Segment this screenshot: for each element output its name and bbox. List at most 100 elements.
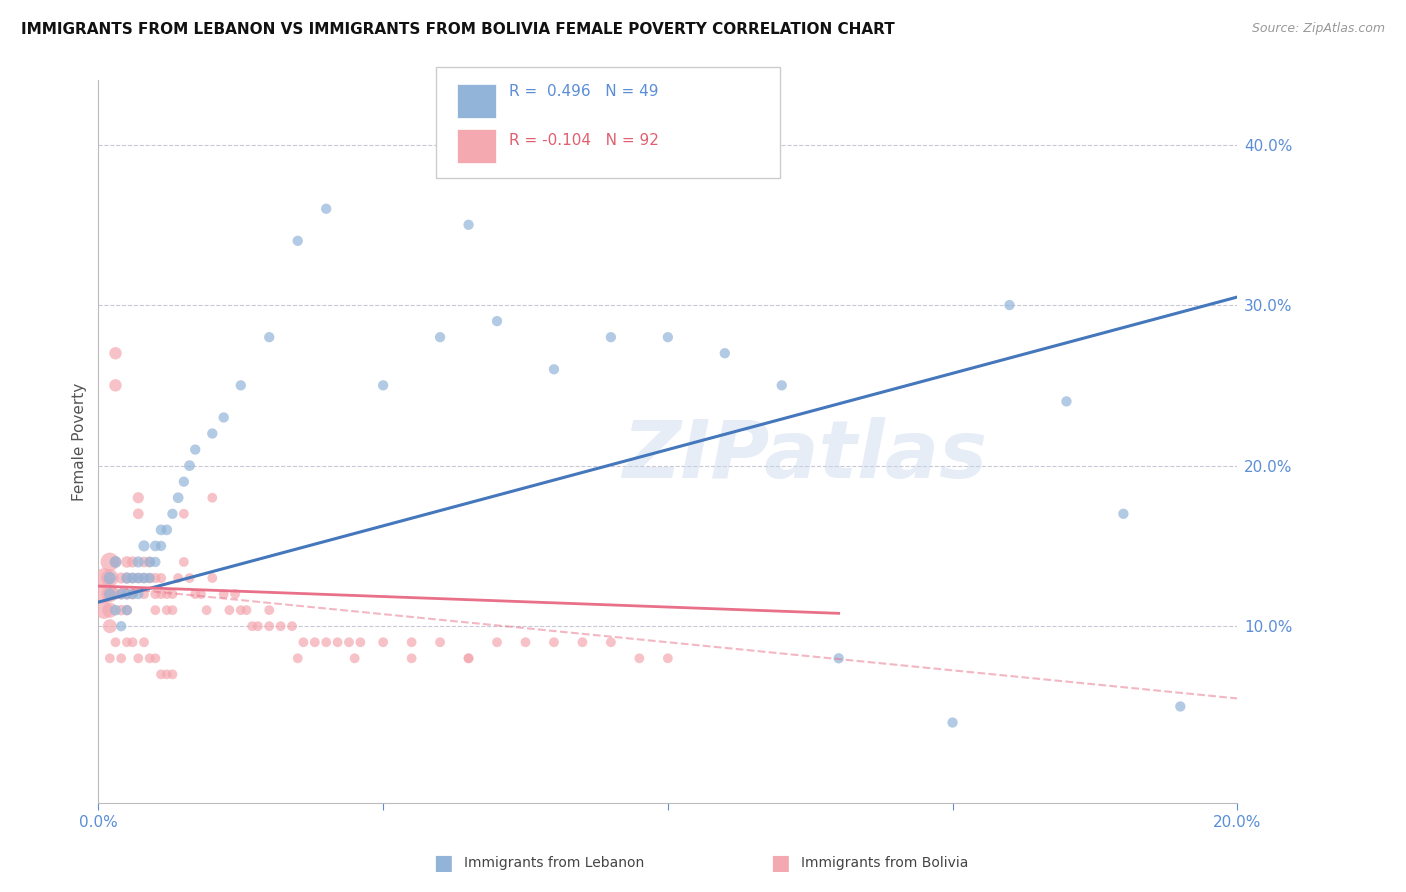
Point — [259, 603, 281, 617]
Point — [515, 635, 537, 649]
Point — [457, 651, 479, 665]
Point — [184, 587, 207, 601]
Point — [110, 587, 132, 601]
Point — [121, 587, 143, 601]
Point — [998, 298, 1021, 312]
Point — [714, 346, 737, 360]
Point — [571, 635, 593, 649]
Point — [212, 587, 235, 601]
Point — [246, 619, 269, 633]
Point — [98, 571, 121, 585]
Point — [190, 587, 212, 601]
Point — [145, 539, 167, 553]
Point — [281, 619, 304, 633]
Point — [145, 571, 167, 585]
Point — [326, 635, 349, 649]
Point — [486, 314, 509, 328]
Point — [201, 426, 224, 441]
Point — [429, 635, 451, 649]
Point — [315, 202, 337, 216]
Point — [657, 330, 679, 344]
Point — [115, 603, 138, 617]
Point — [229, 378, 252, 392]
Point — [179, 571, 201, 585]
Point — [93, 571, 115, 585]
Point — [121, 587, 143, 601]
Point — [657, 651, 679, 665]
Point — [98, 587, 121, 601]
Point — [110, 587, 132, 601]
Point — [401, 651, 423, 665]
Point — [138, 571, 160, 585]
Point — [145, 651, 167, 665]
Point — [138, 555, 160, 569]
Point — [156, 523, 179, 537]
Point — [145, 555, 167, 569]
Point — [127, 587, 149, 601]
Point — [104, 346, 127, 360]
Point — [115, 555, 138, 569]
Point — [104, 635, 127, 649]
Point — [1056, 394, 1078, 409]
Point — [201, 491, 224, 505]
Point — [600, 330, 623, 344]
Point — [167, 491, 190, 505]
Point — [162, 587, 184, 601]
Point — [457, 651, 479, 665]
Point — [138, 651, 160, 665]
Point — [115, 603, 138, 617]
Text: Immigrants from Lebanon: Immigrants from Lebanon — [464, 856, 644, 871]
Point — [162, 603, 184, 617]
Point — [212, 410, 235, 425]
Point — [98, 603, 121, 617]
Point — [184, 442, 207, 457]
Point — [195, 603, 218, 617]
Point — [156, 603, 179, 617]
Point — [150, 667, 173, 681]
Point — [401, 635, 423, 649]
Point — [201, 571, 224, 585]
Point — [942, 715, 965, 730]
Point — [104, 378, 127, 392]
Point — [127, 491, 149, 505]
Point — [110, 603, 132, 617]
Text: R =  0.496   N = 49: R = 0.496 N = 49 — [509, 85, 658, 99]
Point — [229, 603, 252, 617]
Point — [218, 603, 240, 617]
Point — [121, 555, 143, 569]
Point — [127, 651, 149, 665]
Point — [373, 635, 395, 649]
Point — [104, 587, 127, 601]
Point — [121, 571, 143, 585]
Point — [93, 587, 115, 601]
Point — [127, 571, 149, 585]
Point — [93, 603, 115, 617]
Point — [98, 619, 121, 633]
Point — [138, 555, 160, 569]
Point — [115, 587, 138, 601]
Point — [828, 651, 851, 665]
Point — [179, 458, 201, 473]
Point — [349, 635, 371, 649]
Point — [486, 635, 509, 649]
Point — [132, 635, 155, 649]
Point — [1112, 507, 1135, 521]
Point — [127, 507, 149, 521]
Point — [543, 362, 565, 376]
Point — [98, 571, 121, 585]
Point — [315, 635, 337, 649]
Point — [127, 571, 149, 585]
Point — [156, 587, 179, 601]
Point — [110, 651, 132, 665]
Point — [224, 587, 246, 601]
Point — [150, 571, 173, 585]
Point — [132, 571, 155, 585]
Point — [127, 555, 149, 569]
Point — [1170, 699, 1192, 714]
Point — [150, 523, 173, 537]
Point — [373, 378, 395, 392]
Point — [121, 571, 143, 585]
Text: ZIPatlas: ZIPatlas — [621, 417, 987, 495]
Point — [600, 635, 623, 649]
Point — [104, 555, 127, 569]
